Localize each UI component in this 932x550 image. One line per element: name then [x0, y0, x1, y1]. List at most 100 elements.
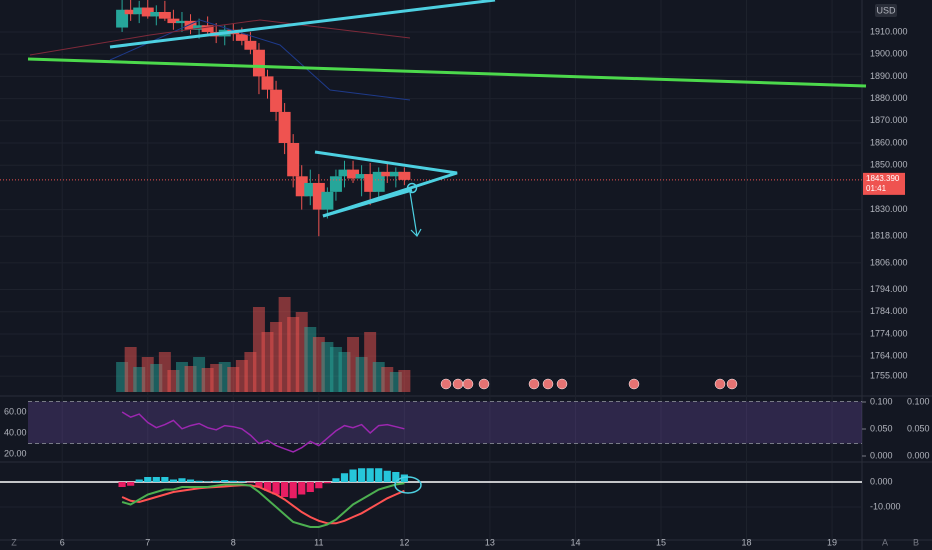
volume-bar [312, 337, 325, 392]
candle-body [338, 169, 351, 177]
y-tick-label: 1830.000 [870, 204, 908, 214]
y-tick-label: 1764.000 [870, 351, 908, 361]
macd-hist-bar [272, 482, 280, 495]
volume-bar [321, 342, 334, 392]
candle-body [312, 182, 325, 210]
macd-hist-bar [366, 468, 374, 482]
moving-average [109, 19, 411, 101]
macd-hist-bar [255, 482, 263, 487]
volume-bar [244, 352, 257, 392]
event-icon [726, 378, 738, 390]
rsi-line [121, 411, 405, 453]
volume-bar [364, 332, 377, 392]
volume-bar [141, 357, 154, 392]
volume-bar [150, 364, 163, 392]
volume-bar [167, 370, 180, 392]
event-icon [478, 378, 490, 390]
volume-bar [158, 352, 171, 392]
x-tick-label: 8 [231, 537, 236, 547]
volume-bar [347, 337, 360, 392]
macd-hist-bar [127, 482, 135, 486]
x-tick-label: 7 [145, 537, 150, 547]
macd-hist-bar [281, 482, 289, 497]
volume-bar [116, 362, 129, 392]
event-icon [462, 378, 474, 390]
marker-circle [406, 182, 418, 194]
candle-body [235, 34, 248, 41]
y-tick-label: 1794.000 [870, 284, 908, 294]
macd-hist-bar [186, 479, 195, 482]
y-tick-label: 1870.000 [870, 115, 908, 125]
rsi-y2-tick-label: 0.000 [870, 450, 893, 460]
y-tick-label: 1900.000 [870, 49, 908, 59]
candle-body [116, 9, 129, 28]
rsi-tick-label: 60.00 [4, 406, 27, 416]
volume-bar [175, 362, 188, 392]
arrow-head [410, 228, 422, 237]
grid [0, 0, 862, 540]
volume-bar [295, 312, 308, 392]
candle-body [124, 9, 137, 15]
volume-bar [133, 367, 146, 392]
macd-hist-bar [169, 479, 178, 482]
macd-hist-bar [400, 474, 408, 482]
candle-body [278, 111, 291, 143]
macd-hist-bar [195, 480, 203, 482]
macd-hist-bar [315, 482, 323, 489]
candle-body [321, 191, 334, 210]
plot-area [0, 0, 862, 528]
macd-hist-bar [212, 480, 220, 482]
currency-badge[interactable] [875, 4, 897, 17]
x-tick-label: 15 [656, 537, 666, 547]
candle-body [398, 171, 411, 180]
event-icon [452, 378, 464, 390]
rsi-y2-tick-label: 0.100 [870, 396, 893, 406]
volume-bar [124, 347, 137, 392]
axes: 6 7 8 11 12 13 14 15 18 19 1910.000 1900.000 1890.00… [4, 26, 930, 547]
candle-body [347, 169, 360, 179]
macd-hist-bar [358, 468, 366, 482]
rsi-y2-tick-label: 0.050 [907, 423, 930, 433]
volume-bar [201, 368, 214, 392]
macd-hist-bar [246, 482, 254, 483]
macd-hist-bar [349, 469, 357, 482]
x-tick-label: 12 [399, 537, 409, 547]
candle-body [201, 25, 214, 32]
x-tick-label: 11 [314, 537, 323, 547]
candle-body [252, 49, 265, 77]
rsi-tick-label: 20.00 [4, 448, 27, 458]
volume-bar [355, 357, 368, 392]
x-tick-label: 19 [827, 537, 837, 547]
volume-bar [252, 307, 265, 392]
y-tick-label: 1806.000 [870, 257, 908, 267]
candle-body [158, 11, 171, 19]
volume-bar [381, 367, 394, 392]
candle-body [167, 18, 180, 24]
trendline [109, 0, 496, 49]
volume-bar [398, 370, 411, 392]
x-tick-label: 6 [60, 537, 65, 547]
scale-button[interactable]: A [882, 537, 888, 547]
x-tick-label: 18 [742, 537, 752, 547]
volume-bar [278, 297, 291, 392]
macd-hist-bar [306, 482, 314, 492]
corner-icon[interactable]: Z [11, 537, 17, 547]
macd-hist-bar [229, 480, 237, 482]
scale-button[interactable]: B [913, 537, 919, 547]
macd-hist-bar [178, 478, 186, 482]
triangle-pattern [322, 188, 413, 218]
macd-hist-bar [144, 477, 152, 482]
last-price-badge [863, 172, 905, 195]
candle-body [329, 176, 342, 192]
event-icon [556, 378, 568, 390]
candle-body [287, 142, 300, 177]
candle-body [175, 20, 188, 24]
volume-bar [372, 362, 385, 392]
x-tick-label: 14 [570, 537, 580, 547]
macd-hist-bar [204, 481, 212, 482]
y-tick-label: 1880.000 [870, 93, 908, 103]
macd-hist-bar [289, 482, 297, 499]
candle-body [133, 7, 146, 15]
macd-hist-bar [135, 479, 143, 482]
candle-body [389, 171, 402, 177]
